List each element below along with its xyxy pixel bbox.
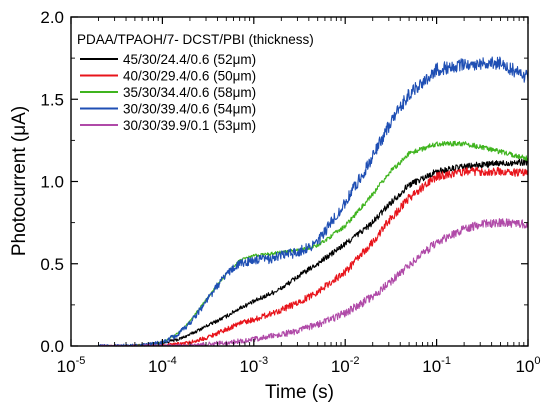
y-axis-title: Photocurrent (μA) — [9, 106, 30, 256]
series-line-5 — [98, 218, 529, 347]
ticks-layer: 10-5 10-4 10-3 10-2 10-1 100 0.0 0.5 1.0 1.5 2.0 — [40, 8, 540, 376]
series-line-4 — [98, 56, 529, 347]
x-tick-label: 10-4 — [148, 355, 177, 376]
legend: PDAA/TPAOH/7- DCST/PBI (thickness) 45/30… — [77, 32, 314, 133]
y-tick-label: 0.5 — [40, 255, 64, 274]
x-tick-label: 10-2 — [331, 355, 360, 376]
legend-item-label: 45/30/24.4/0.6 (52μm) — [123, 52, 256, 67]
legend-item-label: 40/30/29.4/0.6 (50μm) — [123, 69, 256, 84]
series-line-2 — [98, 166, 529, 347]
y-tick-label: 1.5 — [40, 90, 64, 109]
series-line-1 — [98, 158, 529, 347]
y-tick-label: 1.0 — [40, 173, 64, 192]
x-tick-label: 10-5 — [57, 355, 86, 376]
y-tick-label: 2.0 — [40, 8, 64, 27]
legend-title: PDAA/TPAOH/7- DCST/PBI (thickness) — [77, 32, 314, 47]
legend-item-label: 30/30/39.9/0.1 (53μm) — [123, 118, 256, 133]
series-layer — [98, 56, 529, 347]
legend-items: 45/30/24.4/0.6 (52μm) 40/30/29.4/0.6 (50μ… — [80, 52, 256, 133]
x-tick-label: 10-3 — [239, 355, 268, 376]
legend-item-label: 30/30/39.4/0.6 (54μm) — [123, 102, 256, 117]
y-tick-label: 0.0 — [40, 337, 64, 356]
x-axis-title: Time (s) — [265, 382, 334, 403]
legend-item-label: 35/30/34.4/0.6 (58μm) — [123, 85, 256, 100]
x-tick-label: 100 — [515, 355, 540, 376]
x-tick-label: 10-1 — [422, 355, 451, 376]
